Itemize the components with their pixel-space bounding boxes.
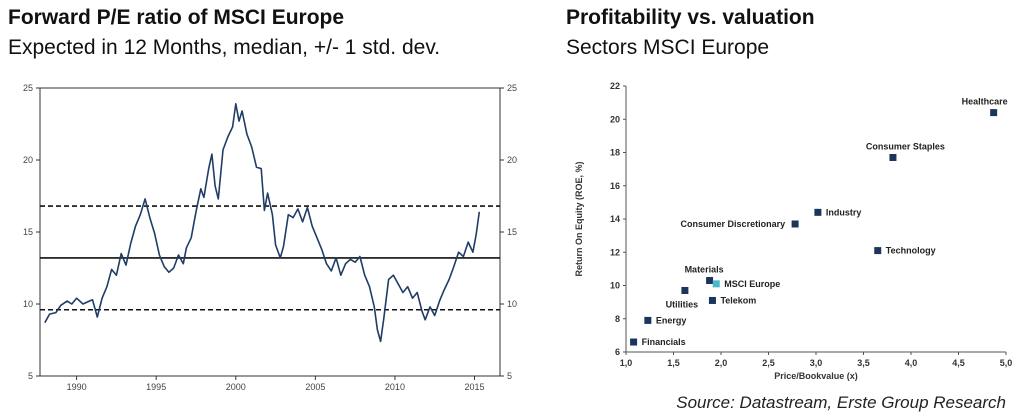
right-chart-title: Profitability vs. valuation (566, 6, 815, 29)
scatter-point (681, 286, 689, 294)
y-tick-label: 8 (615, 314, 620, 324)
x-tick-label: 4,0 (905, 358, 918, 368)
x-axis-title: Price/Bookvalue (x) (774, 371, 858, 381)
scatter-point (630, 338, 638, 346)
y-tick-label-left: 20 (23, 155, 33, 165)
y-tick-label-right: 10 (507, 299, 517, 309)
y-axis-title: Return On Equity (ROE, %) (574, 161, 584, 276)
y-tick-label: 16 (610, 181, 620, 191)
x-tick-label: 5,0 (1000, 358, 1013, 368)
x-tick-label: 2010 (385, 382, 405, 390)
point-label: Technology (886, 246, 936, 256)
scatter-point (644, 316, 652, 324)
scatter-point (990, 109, 998, 117)
y-tick-label: 14 (610, 214, 620, 224)
x-tick-label: 3,0 (810, 358, 823, 368)
y-tick-label-left: 10 (23, 299, 33, 309)
point-label: Consumer Staples (866, 141, 945, 151)
plot-frame (39, 87, 501, 377)
x-tick-label: 3,5 (857, 358, 870, 368)
x-tick-label: 1,0 (620, 358, 633, 368)
right-chart-subtitle: Sectors MSCI Europe (566, 36, 770, 59)
point-label: MSCI Europe (724, 279, 780, 289)
left-chart-title: Forward P/E ratio of MSCI Europe (8, 6, 345, 29)
y-tick-label: 22 (610, 81, 620, 91)
y-tick-label: 6 (615, 347, 620, 357)
point-label: Materials (685, 265, 724, 275)
x-tick-label: 2000 (226, 382, 246, 390)
point-label: Consumer Discretionary (681, 219, 786, 229)
point-label: Financials (642, 337, 686, 347)
point-label: Energy (656, 315, 687, 325)
y-tick-label-left: 15 (23, 227, 33, 237)
x-tick-label: 2015 (465, 382, 485, 390)
point-label: Utilities (666, 299, 699, 309)
y-tick-label-right: 5 (507, 371, 512, 381)
y-tick-label: 18 (610, 148, 620, 158)
x-tick-label: 2,0 (715, 358, 728, 368)
profitability-scatter-chart: 6 8 10 12 14 16 18 20 22 1,0 1,5 2,0 2,5 3,0 3,5 4,0 4,5… (574, 81, 1013, 381)
scatter-point (791, 220, 799, 228)
scatter-point (708, 296, 716, 304)
y-tick-label: 12 (610, 247, 620, 257)
y-tick-label-right: 15 (507, 227, 517, 237)
scatter-point (712, 280, 720, 288)
scatter-point (889, 153, 897, 161)
x-tick-label: 4,5 (952, 358, 965, 368)
point-label: Industry (826, 207, 862, 217)
scatter-point (706, 277, 714, 285)
pe-series-line (44, 102, 481, 343)
pe-ratio-line-chart: 5 5 10 10 15 15 20 20 25 25 1990 1995 2000 2005 2010 20… (23, 83, 517, 390)
y-tick-label: 20 (610, 114, 620, 124)
y-tick-label: 10 (610, 281, 620, 291)
scatter-point (814, 208, 822, 216)
source-note: Source: Datastream, Erste Group Research (676, 393, 1006, 412)
y-tick-label-right: 20 (507, 155, 517, 165)
x-tick-label: 1990 (67, 382, 87, 390)
y-tick-label-left: 5 (28, 371, 33, 381)
x-tick-label: 2005 (305, 382, 325, 390)
y-tick-label-left: 25 (23, 83, 33, 93)
point-label: Telekom (720, 295, 756, 305)
x-tick-label: 1995 (146, 382, 166, 390)
left-chart-subtitle: Expected in 12 Months, median, +/- 1 std… (8, 36, 441, 59)
x-tick-label: 1,5 (667, 358, 680, 368)
y-tick-label-right: 25 (507, 83, 517, 93)
scatter-point (874, 247, 882, 255)
x-tick-label: 2,5 (762, 358, 775, 368)
point-label: Healthcare (962, 97, 1008, 107)
